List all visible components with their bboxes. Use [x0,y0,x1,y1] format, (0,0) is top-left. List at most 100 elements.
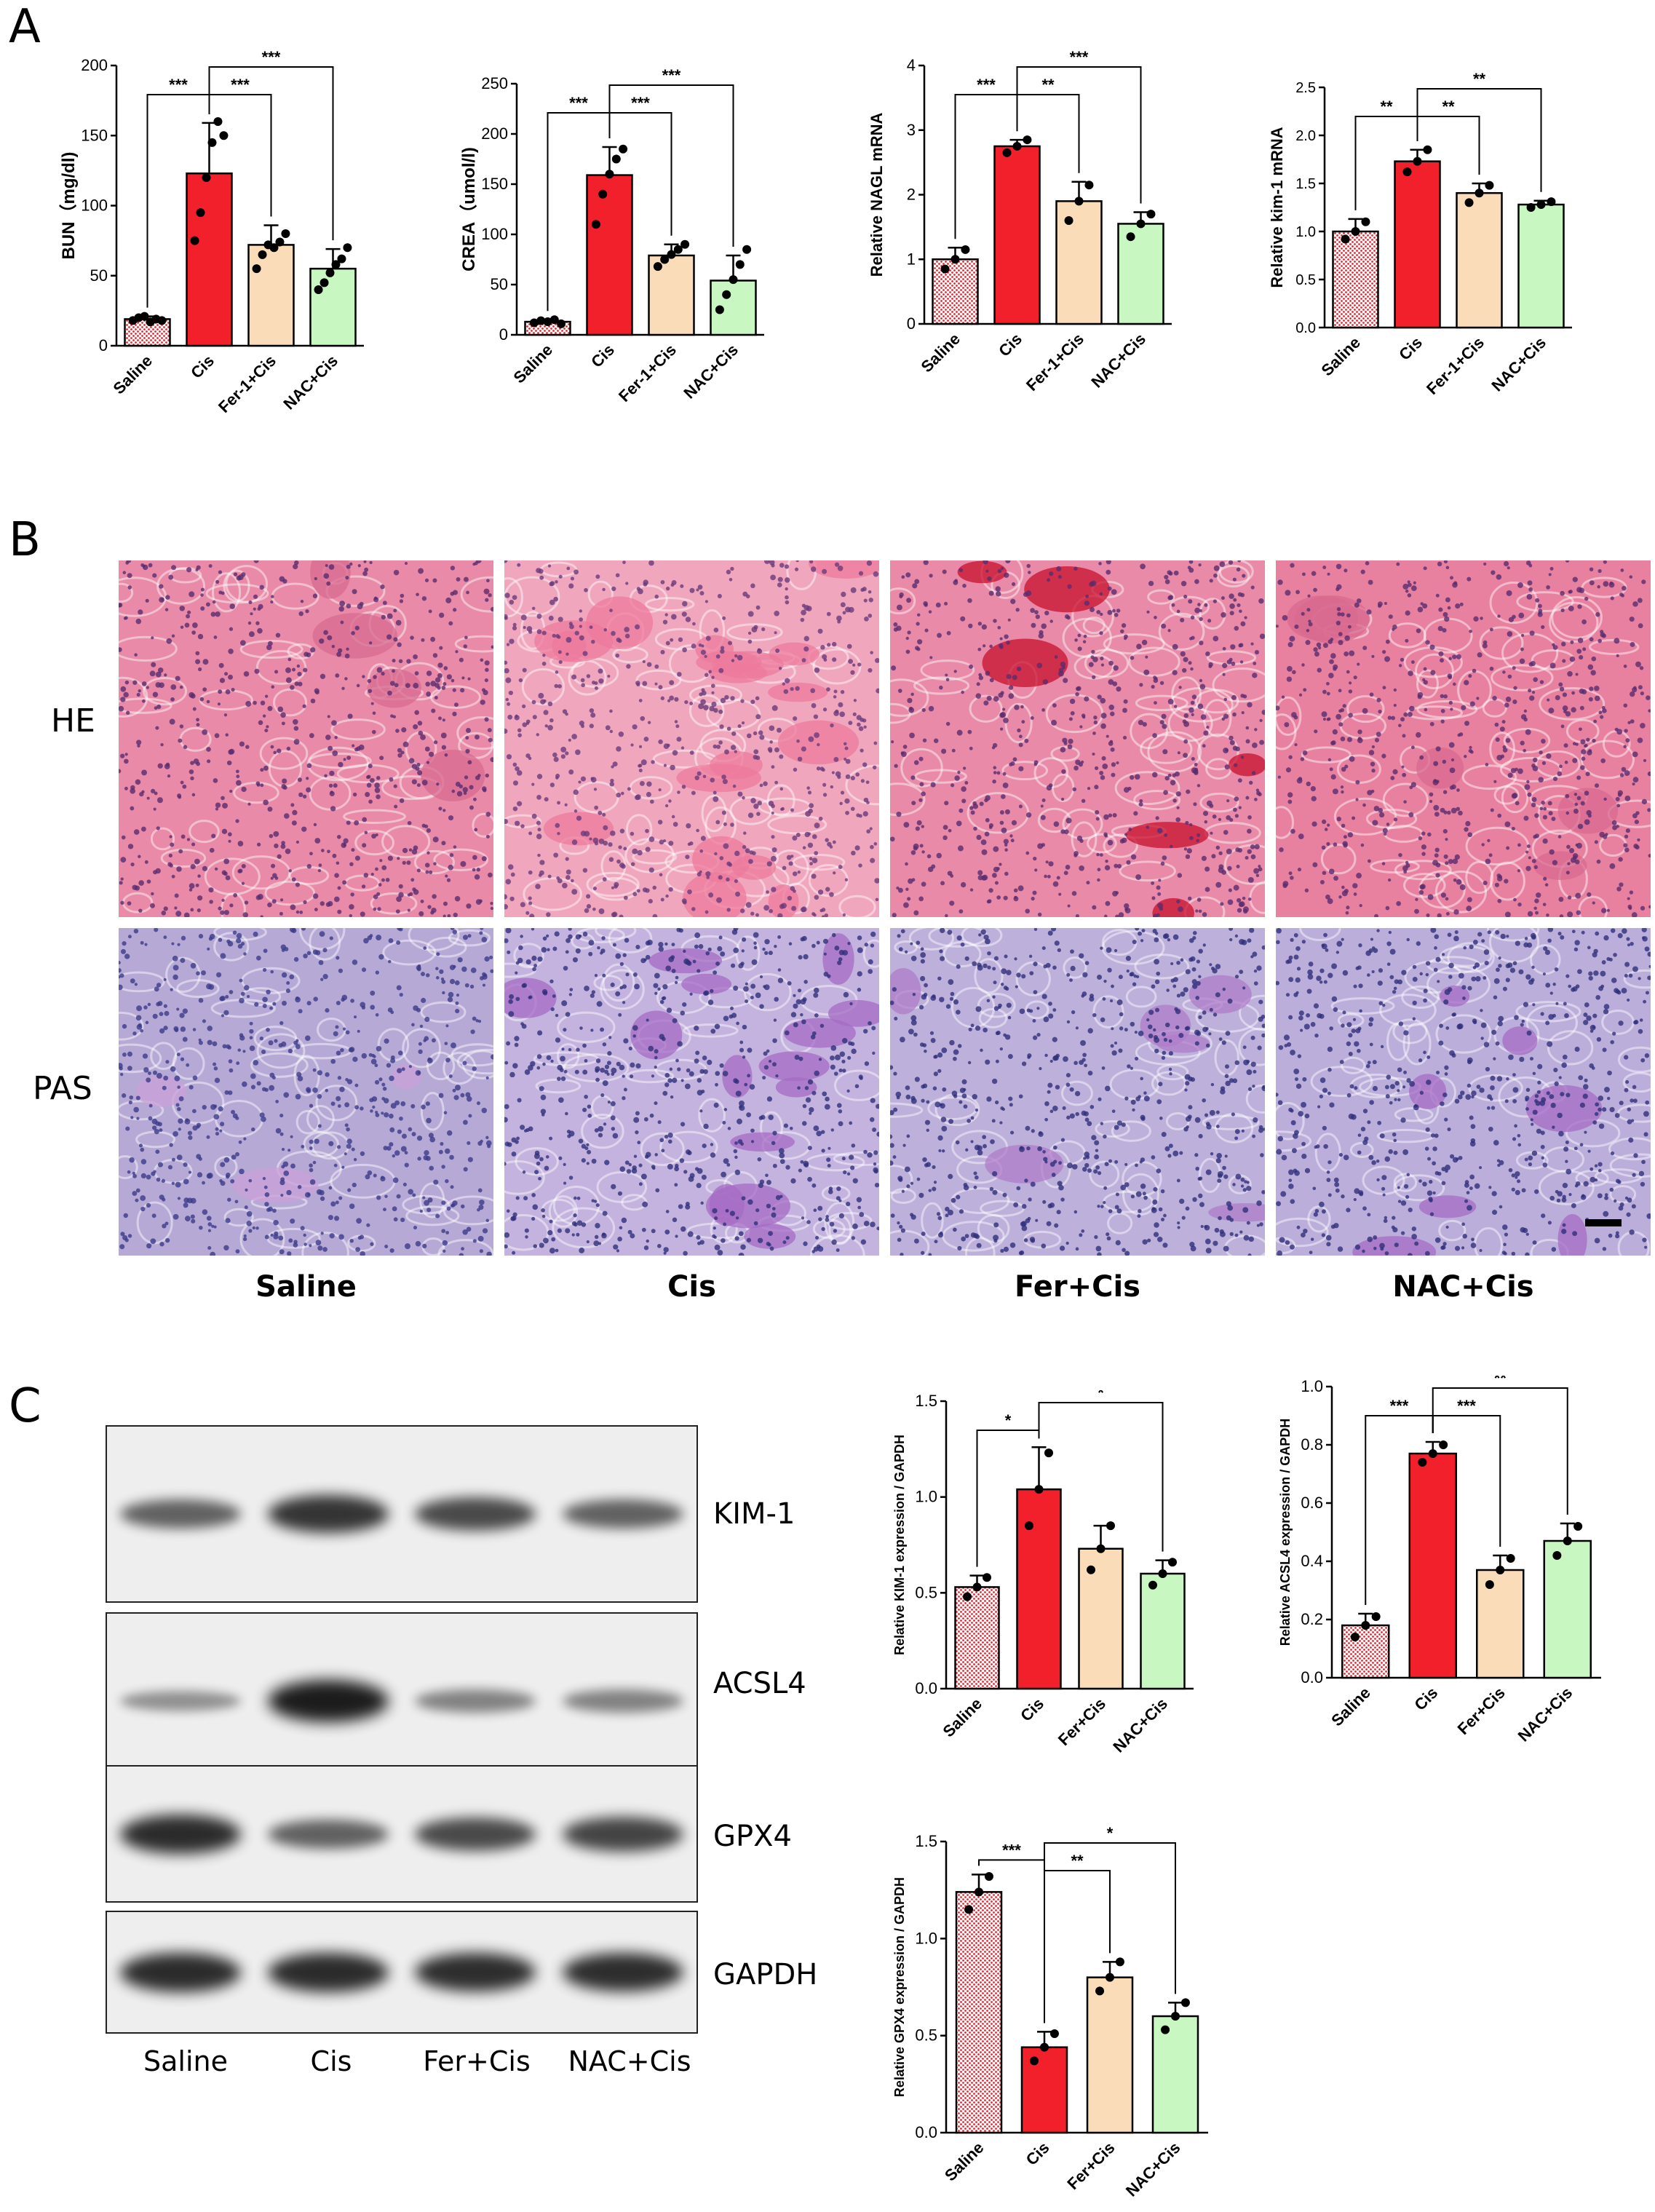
blot-band [415,1497,536,1531]
blot-band [120,1691,242,1711]
y-tick-label: 0.5 [915,1583,937,1601]
panel-letter-b: B [9,513,41,567]
y-tick-label: 1.0 [1301,1377,1323,1395]
y-tick-label: 0 [99,336,108,354]
y-tick-label: 1.5 [1295,176,1316,192]
data-point [213,117,223,126]
y-axis-label: Relative KIM-1 expression / GAPDH [892,1435,907,1655]
lane-label-nac-cis: NAC+Cis [568,2045,691,2077]
x-tick-label: NAC+Cis [1109,1694,1171,1756]
blot-band [562,1952,683,1992]
data-point [1413,156,1422,166]
bun-bar-chart: 0 50 100 150 200 BUN（mg/dl) Saline CisFer-1+Cis… [59,51,364,416]
bar [993,145,1041,325]
blot-label-gapdh: GAPDH [713,1958,818,1991]
blot-band [120,1952,242,1992]
col-label-fer-cis: Fer+Cis [1015,1270,1140,1304]
y-axis-label: Relative GPX4 expression / GAPDH [892,1877,907,2097]
significance-label: * [1005,1411,1012,1430]
y-tick-label: 2.0 [1295,128,1316,144]
data-point [1402,167,1412,177]
scale-bar [1585,1219,1622,1226]
y-tick-label: 250 [481,74,508,92]
col-label-saline: Saline [255,1270,357,1304]
bar [954,1586,1000,1690]
he-image-cis [504,560,879,917]
bar [1408,1452,1457,1679]
data-point [1496,1566,1505,1574]
significance-label: *** [1457,1397,1476,1415]
data-point [605,170,614,179]
significance-label: * [1107,1824,1114,1842]
data-point [611,154,621,164]
y-tick-label: 1.0 [1295,224,1316,240]
y-tick-label: 100 [481,225,508,243]
chart-body: 0.0 0.2 0.4 0.6 0.8 1.0 Relative ACSL4 express… [1278,1376,1601,1745]
significance-label: *** [1390,1397,1409,1415]
data-point [742,245,752,254]
data-point [680,239,690,249]
bar [1117,223,1164,325]
x-tick-label: Cis [1023,2138,1053,2169]
data-point [1552,1551,1562,1560]
significance-bracket [1016,66,1142,204]
chart-body: 0 1 2 3 4 Relative NAGL mRNA Saline CisFer-1+Ci… [868,51,1172,395]
tissue-texture [1276,928,1651,1256]
y-tick-label: 0.5 [915,2026,937,2045]
x-tick-label: Saline [940,1694,986,1741]
crea-bar-chart: 0 50 100 150 200 250 CREA（umol/l) Saline CisFer-… [459,66,764,405]
blot-label-kim1: KIM-1 [713,1497,795,1531]
y-tick-label: 1.0 [915,1488,937,1506]
data-point [722,290,731,299]
data-point [252,264,261,274]
x-tick-label: NAC+Cis [1515,1684,1576,1745]
col-label-nac-cis: NAC+Cis [1392,1270,1534,1304]
pas-image-cis [504,928,879,1256]
bar [586,174,633,336]
data-point [1126,232,1135,242]
y-tick-label: 0 [907,314,916,333]
x-tick-label: Saline [1318,333,1365,380]
bar [1394,160,1441,329]
data-point [1084,181,1094,190]
tissue-texture [504,560,879,917]
data-point [557,319,566,328]
x-tick-label: Saline [110,352,156,398]
significance-label: *** [262,51,281,66]
data-point [1158,1569,1167,1578]
y-tick-label: 2 [907,186,916,204]
row-label-he: HE [51,702,95,740]
data-point [1023,135,1032,145]
data-point [269,243,279,253]
chart-body: 0 50 100 150 200 BUN（mg/dl) Saline CisFer-1+Cis… [59,51,364,416]
data-point [950,255,960,264]
tissue-texture [890,928,1265,1256]
data-point [591,220,600,229]
data-point [673,245,683,254]
data-point [337,254,346,263]
data-point [1464,198,1474,207]
tissue-texture [119,928,493,1256]
data-point [320,278,329,288]
kim1-mrna-bar-chart: 0.0 0.5 1.0 1.5 2.0 2.5 Relative kim-1 mRNA Sal… [1268,73,1572,398]
x-tick-label: Cis [1395,333,1426,364]
y-tick-label: 1.5 [915,1832,937,1850]
significance-bracket [1432,1387,1568,1515]
blot-label-gpx4: GPX4 [713,1820,792,1853]
data-point [190,236,199,245]
data-point [1351,227,1360,236]
data-point [1115,1957,1124,1967]
data-point [1536,200,1546,210]
chart-body: 0.0 0.5 1.0 1.5 Relative KIM-1 expression / … [892,1390,1194,1756]
y-tick-label: 50 [491,275,508,293]
y-tick-label: 150 [81,126,108,144]
y-tick-label: 200 [81,56,108,74]
data-point [735,260,745,269]
tissue-texture [504,928,879,1256]
significance-label: *** [169,76,188,94]
data-point [1423,145,1432,154]
y-tick-label: 0.0 [915,2123,937,2141]
data-point [219,131,229,140]
bar [1332,230,1379,329]
data-point [598,189,608,199]
